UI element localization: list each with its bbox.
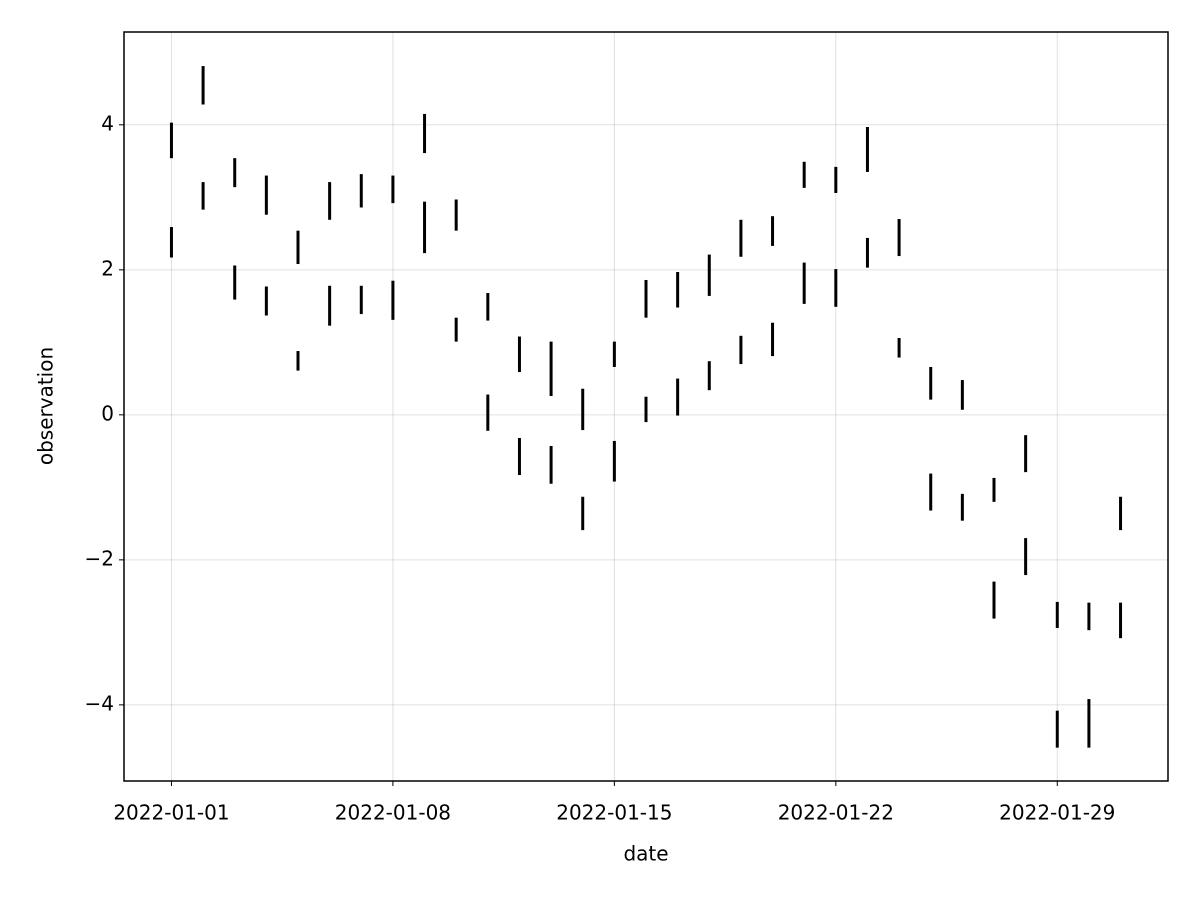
y-tick-label: −4 (85, 691, 114, 715)
y-tick-label: 2 (101, 256, 114, 280)
x-tick-label: 2022-01-01 (113, 801, 229, 825)
x-tick-label: 2022-01-08 (335, 801, 451, 825)
y-axis-label: observation (34, 347, 58, 465)
x-axis-label: date (623, 842, 668, 866)
x-tick-label: 2022-01-15 (556, 801, 672, 825)
plot-frame (123, 31, 1169, 782)
y-tick-label: 0 (101, 401, 114, 425)
x-tick-label: 2022-01-29 (999, 801, 1115, 825)
x-tick-label: 2022-01-22 (778, 801, 894, 825)
y-tick-label: 4 (101, 111, 114, 135)
y-tick-label: −2 (85, 546, 114, 570)
